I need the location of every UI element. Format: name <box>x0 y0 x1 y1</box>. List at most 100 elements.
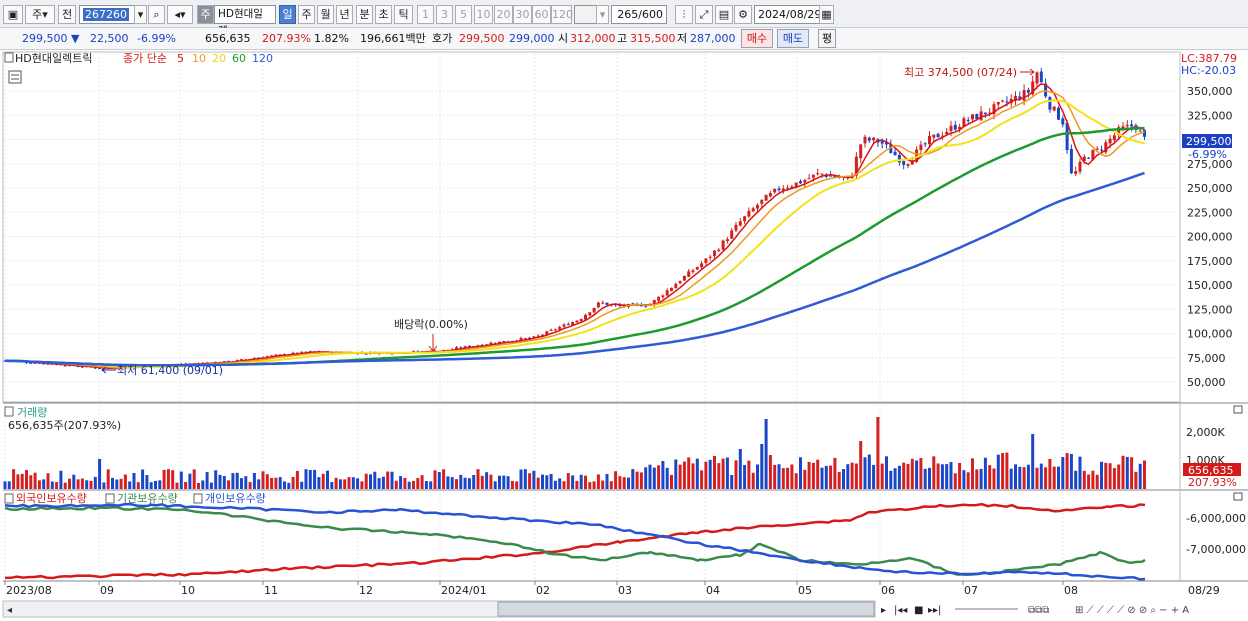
volume-bar <box>545 475 549 489</box>
menu-icon[interactable]: ▣ <box>3 5 23 24</box>
candle-body <box>1018 96 1022 100</box>
average-button[interactable]: 평 <box>818 29 836 48</box>
name-prefix[interactable]: 주 <box>197 5 214 24</box>
interval-60[interactable]: 60 <box>532 5 551 24</box>
candle-body <box>532 336 536 338</box>
volume-bar <box>846 464 850 489</box>
interval-dropdown-icon[interactable]: ▾ <box>596 5 609 24</box>
period-month[interactable]: 월 <box>317 5 334 24</box>
volume-bar <box>265 474 269 489</box>
current-price-tag-text: 299,500 <box>1186 135 1232 148</box>
gear-icon[interactable]: ⚙ <box>734 5 752 24</box>
holding-tick-7m: -7,000,000 <box>1186 543 1246 556</box>
interval-5[interactable]: 5 <box>455 5 472 24</box>
stock-name-field[interactable]: HD현대일렉 <box>214 5 276 37</box>
chart-type-icon[interactable]: ⫶ <box>675 5 693 24</box>
holding-checkbox[interactable] <box>105 493 115 504</box>
volume-bar <box>584 475 587 489</box>
table-toggle-icon[interactable] <box>8 70 22 84</box>
candle-body <box>1014 95 1017 101</box>
type-select[interactable]: 주▾ <box>25 5 55 24</box>
volume-bar <box>601 480 605 489</box>
volume-bar <box>1112 468 1116 489</box>
volume-bar <box>369 474 372 489</box>
scroll-left-icon[interactable]: ◂ <box>7 605 12 616</box>
volume-bar <box>347 477 351 489</box>
volume-bar <box>85 480 89 489</box>
search-icon[interactable]: ⌕ <box>148 5 165 24</box>
candle-body <box>601 302 605 304</box>
save-icon[interactable]: ▤ <box>715 5 733 24</box>
period-second[interactable]: 초 <box>375 5 392 24</box>
x-tick-label: 2024/01 <box>441 584 487 597</box>
volume-bar <box>1087 474 1091 489</box>
count-input[interactable]: 265/600 <box>611 5 667 24</box>
interval-30[interactable]: 30 <box>513 5 532 24</box>
layout-icon[interactable]: ⧉⧉⧉ <box>1028 605 1049 616</box>
candle-body <box>1108 138 1112 144</box>
interval-1[interactable]: 1 <box>417 5 434 24</box>
candle-body <box>295 352 299 354</box>
interval-20[interactable]: 20 <box>494 5 513 24</box>
volume-bar <box>811 462 815 489</box>
volume-tick-2000k: 2,000K <box>1186 426 1225 439</box>
period-week[interactable]: 주 <box>298 5 315 24</box>
first-page-icon[interactable]: |◂◂ <box>894 605 907 616</box>
volume-bar <box>467 478 471 489</box>
speaker-icon[interactable]: ◂▾ <box>167 5 193 24</box>
candle-body <box>932 134 936 138</box>
price-chart[interactable]: 350,000325,000300,000275,000250,000225,0… <box>0 50 1248 621</box>
holding-checkbox[interactable] <box>4 493 14 504</box>
type-label: 주 <box>32 8 43 21</box>
candle-body <box>1112 135 1116 141</box>
period-minute[interactable]: 분 <box>356 5 373 24</box>
scroll-right-icon[interactable]: ▸ <box>881 605 886 616</box>
period-year[interactable]: 년 <box>336 5 353 24</box>
price-tick: 150,000 <box>1187 279 1233 292</box>
candle-body <box>897 154 901 163</box>
time-axis: 2023/08 09 10 11 12 2024/01 02 03 04 05 06 07 08 <box>4 581 1078 597</box>
tool-icons[interactable]: ⊞ ⟋ ⟋ ⟋ ⟋ ⊘ ⊘ ⌕ − + A <box>1075 605 1189 616</box>
volume-value: 656,635 <box>205 32 251 45</box>
volume-bar <box>227 480 231 489</box>
period-day[interactable]: 일 <box>279 5 296 24</box>
last-page-icon[interactable]: ▸▸| <box>928 605 941 616</box>
legend-checkbox[interactable] <box>4 52 14 63</box>
all-button[interactable]: 전 <box>58 5 76 24</box>
volume-bar <box>725 457 729 489</box>
holding-checkbox[interactable] <box>193 493 203 504</box>
interval-120[interactable]: 120 <box>551 5 573 24</box>
scroll-thumb[interactable] <box>497 601 875 617</box>
candle-body <box>63 365 67 367</box>
draw-tool-icon[interactable]: ⤢ <box>695 5 713 24</box>
price-tick: 125,000 <box>1187 303 1233 316</box>
sell-button[interactable]: 매도 <box>777 29 809 48</box>
interval-10[interactable]: 10 <box>474 5 493 24</box>
code-dropdown-icon[interactable]: ▾ <box>134 5 147 24</box>
candle-body <box>631 303 635 305</box>
candle-body <box>889 144 893 154</box>
volume-bar <box>141 469 145 489</box>
volume-bar <box>459 474 463 489</box>
volume-bar <box>115 479 119 489</box>
candle-body <box>562 324 566 327</box>
volume-pct: 207.93% <box>262 32 311 45</box>
period-tick[interactable]: 틱 <box>394 5 413 24</box>
interval-3[interactable]: 3 <box>436 5 453 24</box>
volume-bar <box>201 480 205 489</box>
volume-bar <box>1138 463 1142 489</box>
buy-button[interactable]: 매수 <box>741 29 773 48</box>
date-input[interactable]: 2024/08/29 <box>754 5 821 24</box>
code-input[interactable]: 267260 <box>79 5 135 24</box>
calendar-icon[interactable]: ▦ <box>819 5 834 24</box>
volume-close-icon[interactable] <box>1233 405 1243 414</box>
candle-body <box>558 327 562 330</box>
volume-bar <box>412 480 415 489</box>
low-annotation: 최저 61,400 (09/01) <box>117 364 223 377</box>
candle-body <box>227 360 231 363</box>
volume-checkbox[interactable] <box>4 406 14 417</box>
volume-bar <box>1100 461 1103 489</box>
holding-close-icon[interactable] <box>1233 492 1243 501</box>
holding-lines <box>4 502 1146 581</box>
stop-icon[interactable]: ■ <box>914 605 923 616</box>
